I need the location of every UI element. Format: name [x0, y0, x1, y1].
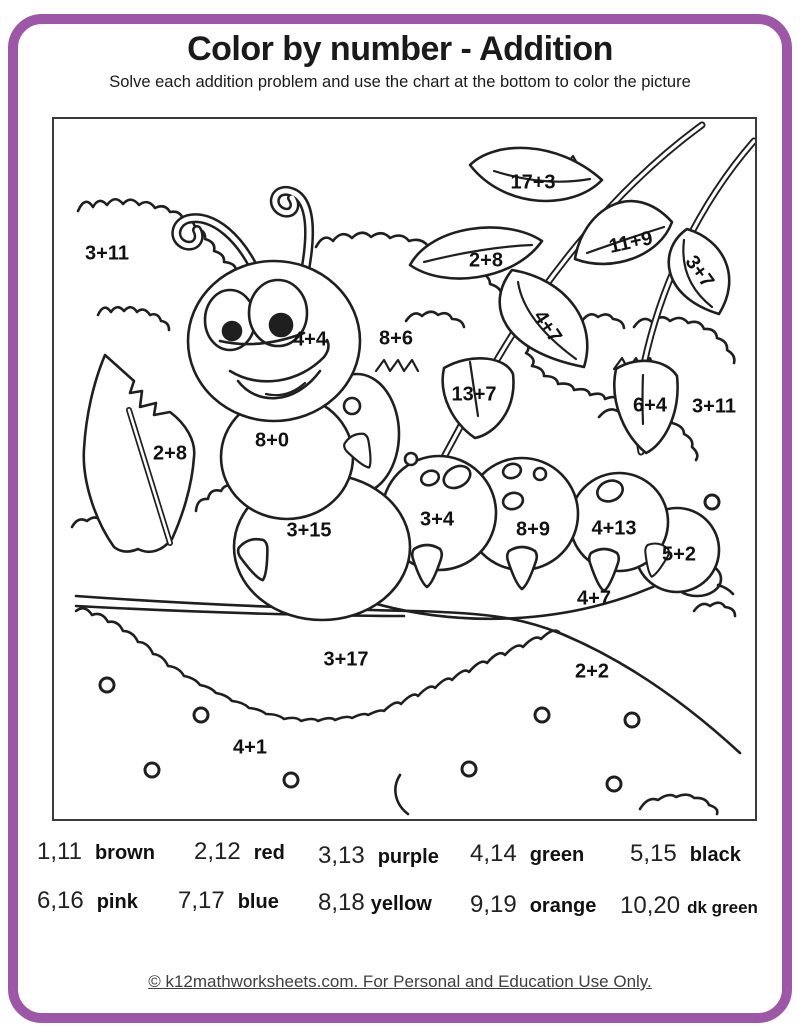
coloring-line-art — [70, 121, 755, 816]
ground — [74, 594, 742, 816]
legend-entry: 8,18 yellow — [318, 889, 432, 917]
problem-label: 8+0 — [255, 429, 289, 452]
problem-label: 3+11 — [85, 242, 129, 265]
legend-color: blue — [237, 891, 279, 913]
problem-label: 5+2 — [662, 543, 696, 566]
picture-frame: 3+11 17+3 2+8 11+9 3+7 4+4 8+6 4+7 13+7 … — [52, 117, 757, 821]
page-subtitle: Solve each addition problem and use the … — [109, 73, 691, 91]
left-leaf — [82, 353, 196, 553]
legend-entry: 2,12 red — [194, 838, 285, 866]
legend-color: green — [529, 844, 585, 866]
legend-color: yellow — [370, 893, 432, 915]
legend-numbers: 3,13 — [318, 842, 365, 869]
problem-label: 4+7 — [577, 587, 611, 610]
legend-numbers: 4,14 — [470, 840, 517, 867]
problem-label: 4+13 — [591, 517, 637, 540]
leaves — [408, 146, 731, 455]
legend-numbers: 1,11 — [37, 838, 82, 865]
page-title: Color by number - Addition — [187, 30, 613, 68]
problem-label: 2+8 — [469, 249, 503, 272]
legend-entry: 3,13 purple — [318, 842, 439, 870]
problem-label: 13+7 — [451, 383, 497, 406]
legend-entry: 4,14 green — [470, 840, 584, 868]
legend-color: red — [253, 842, 285, 864]
footer-copyright-link[interactable]: © k12mathworksheets.com. For Personal an… — [148, 972, 652, 991]
legend-numbers: 6,16 — [37, 887, 84, 914]
problem-label: 17+3 — [510, 171, 556, 194]
problem-label: 8+9 — [516, 518, 550, 541]
problem-label: 4+1 — [233, 736, 267, 759]
legend-numbers: 2,12 — [194, 838, 241, 865]
problem-label: 3+17 — [323, 648, 369, 671]
legend-numbers: 7,17 — [178, 887, 225, 914]
legend-entry: 1,11 brown — [37, 838, 155, 866]
legend-numbers: 5,15 — [630, 840, 677, 867]
caterpillar-face — [203, 278, 330, 400]
caterpillar — [171, 185, 735, 622]
problem-label: 6+4 — [633, 394, 667, 417]
legend-entry: 6,16 pink — [37, 887, 138, 915]
legend-entry: 10,20 dk green — [620, 892, 758, 920]
legend-color: orange — [529, 895, 597, 917]
legend-entry: 7,17 blue — [178, 887, 279, 915]
problem-label: 2+8 — [153, 442, 187, 465]
problem-label: 2+2 — [575, 660, 609, 683]
legend-entry: 9,19 orange — [470, 891, 596, 919]
problem-label: 3+4 — [420, 508, 454, 531]
legend-entry: 5,15 black — [630, 840, 741, 868]
caterpillar-antennae — [171, 185, 315, 286]
legend-color: purple — [377, 846, 439, 868]
problem-label: 3+15 — [286, 519, 332, 542]
legend-numbers: 10,20 — [620, 892, 681, 919]
legend-numbers: 9,19 — [470, 891, 517, 918]
legend-numbers: 8,18 — [318, 889, 365, 916]
legend-color: black — [689, 844, 741, 866]
legend-color: pink — [96, 891, 138, 913]
problem-label: 3+11 — [692, 395, 736, 418]
legend-color: dk green — [687, 898, 758, 917]
legend-color: brown — [94, 842, 155, 864]
problem-label: 4+4 — [293, 328, 327, 351]
problem-label: 8+6 — [379, 327, 413, 350]
caterpillar-feet — [236, 432, 670, 593]
footer: © k12mathworksheets.com. For Personal an… — [0, 972, 800, 992]
caterpillar-spots — [342, 396, 624, 511]
